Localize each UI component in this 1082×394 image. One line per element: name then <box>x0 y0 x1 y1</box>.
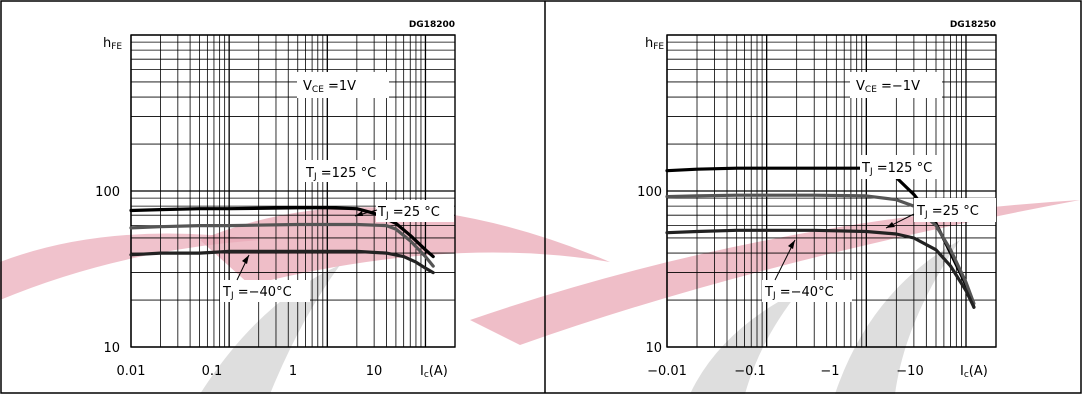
svg-text:Ic(A): Ic(A) <box>420 364 448 380</box>
annotation-value: =−40°C <box>234 285 292 300</box>
annotation-tj-25: TJ =25 °C <box>885 198 996 229</box>
annotation-tj-125: TJ =125 °C <box>860 155 940 179</box>
annotation-sub: J <box>772 291 776 301</box>
series-line-1 <box>129 222 435 268</box>
annotation-tj-25: TJ =25 °C <box>354 200 454 222</box>
annotation-tj-125: TJ =125 °C <box>302 160 390 182</box>
x-tick-label: 10 <box>366 364 383 379</box>
annotation-label: T <box>305 166 314 181</box>
grid-lines <box>666 34 997 348</box>
chart-panel-right: DG18250 hFE −0.01 −0.1 −1 −10 10 100 Ic(… <box>637 20 997 380</box>
condition-box: VCE =−1V <box>850 72 942 98</box>
tick-labels: 0.01 0.1 1 10 10 100 <box>95 185 382 379</box>
x-tick-label: 0.01 <box>117 364 146 379</box>
x-tick-label: −0.1 <box>734 364 766 379</box>
x-tick-label: 1 <box>289 364 297 379</box>
x-tick-label: −1 <box>820 364 839 379</box>
annotation-label: T <box>222 285 231 300</box>
x-axis-title: Ic(A) <box>960 364 988 380</box>
condition-sub: CE <box>865 85 877 95</box>
plot-frame <box>666 34 997 348</box>
condition-value: =1V <box>324 79 356 94</box>
annotation-arrowhead <box>886 222 895 228</box>
x-axis-label-sub: c <box>424 370 429 380</box>
chart-panel-left: DG18200 hFE 0.01 0.1 1 10 10 100 Ic(A) V… <box>95 20 456 380</box>
y-tick-label: 10 <box>103 341 120 356</box>
annotation-arrowhead <box>788 240 795 249</box>
svg-text:TJ =−40°C: TJ =−40°C <box>222 285 292 301</box>
x-tick-label: −0.01 <box>647 364 687 379</box>
y-tick-label: 10 <box>645 341 662 356</box>
x-axis-unit: (A) <box>429 364 448 379</box>
annotation-label: T <box>764 285 773 300</box>
x-tick-label: −10 <box>896 364 923 379</box>
series-line-0 <box>129 206 435 259</box>
condition-sub: CE <box>312 85 324 95</box>
annotations: TJ =125 °C TJ =25 °C TJ =−40°C <box>762 155 996 302</box>
svg-text:TJ =25 °C: TJ =25 °C <box>377 205 440 221</box>
y-axis-label-sub: FE <box>111 42 122 52</box>
annotation-value: =125 °C <box>317 166 377 181</box>
x-tick-label: 0.1 <box>202 364 223 379</box>
annotation-value: =25 °C <box>928 204 979 219</box>
annotation-label: T <box>916 204 925 219</box>
annotation-value: =−40°C <box>776 285 834 300</box>
annotation-value: =125 °C <box>873 161 933 176</box>
tick-labels: −0.01 −0.1 −1 −10 10 100 <box>637 185 924 379</box>
y-tick-label: 100 <box>637 185 662 200</box>
y-tick-label: 100 <box>95 185 120 200</box>
svg-text:VCE =−1V: VCE =−1V <box>856 79 920 95</box>
svg-text:TJ =125 °C: TJ =125 °C <box>861 161 932 177</box>
y-axis-label: h <box>103 36 111 51</box>
annotation-label: T <box>377 205 386 220</box>
y-axis-label-sub: FE <box>653 42 664 52</box>
y-axis-title: hFE <box>645 36 664 52</box>
annotation-tj-minus40: TJ =−40°C <box>762 239 852 302</box>
condition-label: V <box>856 79 865 94</box>
svg-text:TJ =−40°C: TJ =−40°C <box>764 285 834 301</box>
y-axis-label: h <box>645 36 653 51</box>
annotation-arrowhead <box>355 211 363 216</box>
condition-label: V <box>303 79 312 94</box>
plot-frame <box>130 34 456 348</box>
svg-text:Ic(A): Ic(A) <box>960 364 988 380</box>
svg-text:hFE: hFE <box>645 36 664 52</box>
annotation-tj-minus40: TJ =−40°C <box>220 254 310 302</box>
x-axis-label-sub: c <box>964 370 969 380</box>
series-line-2 <box>129 249 435 275</box>
svg-text:TJ =125 °C: TJ =125 °C <box>305 166 376 182</box>
y-axis-title: hFE <box>103 36 122 52</box>
annotation-sub: J <box>869 167 873 177</box>
x-axis-label: I <box>420 364 424 379</box>
series-line-2 <box>665 228 976 309</box>
chart-code: DG18200 <box>409 20 455 30</box>
svg-text:TJ =25 °C: TJ =25 °C <box>916 204 979 220</box>
annotation-value: =25 °C <box>389 205 440 220</box>
annotation-sub: J <box>230 291 234 301</box>
series-line-1 <box>665 193 976 306</box>
condition-box: VCE =1V <box>297 72 389 98</box>
annotation-arrowhead <box>242 255 249 264</box>
svg-text:hFE: hFE <box>103 36 122 52</box>
annotation-sub: J <box>924 210 928 220</box>
annotations: TJ =125 °C TJ =25 °C TJ =−40°C <box>220 160 454 302</box>
annotation-sub: J <box>313 172 317 182</box>
x-axis-title: Ic(A) <box>420 364 448 380</box>
series-curves <box>129 206 435 275</box>
svg-text:VCE =1V: VCE =1V <box>303 79 356 95</box>
x-axis-unit: (A) <box>969 364 988 379</box>
chart-code: DG18250 <box>950 20 996 30</box>
annotation-sub: J <box>385 211 389 221</box>
x-axis-label: I <box>960 364 964 379</box>
condition-value: =−1V <box>877 79 920 94</box>
annotation-label: T <box>861 161 870 176</box>
